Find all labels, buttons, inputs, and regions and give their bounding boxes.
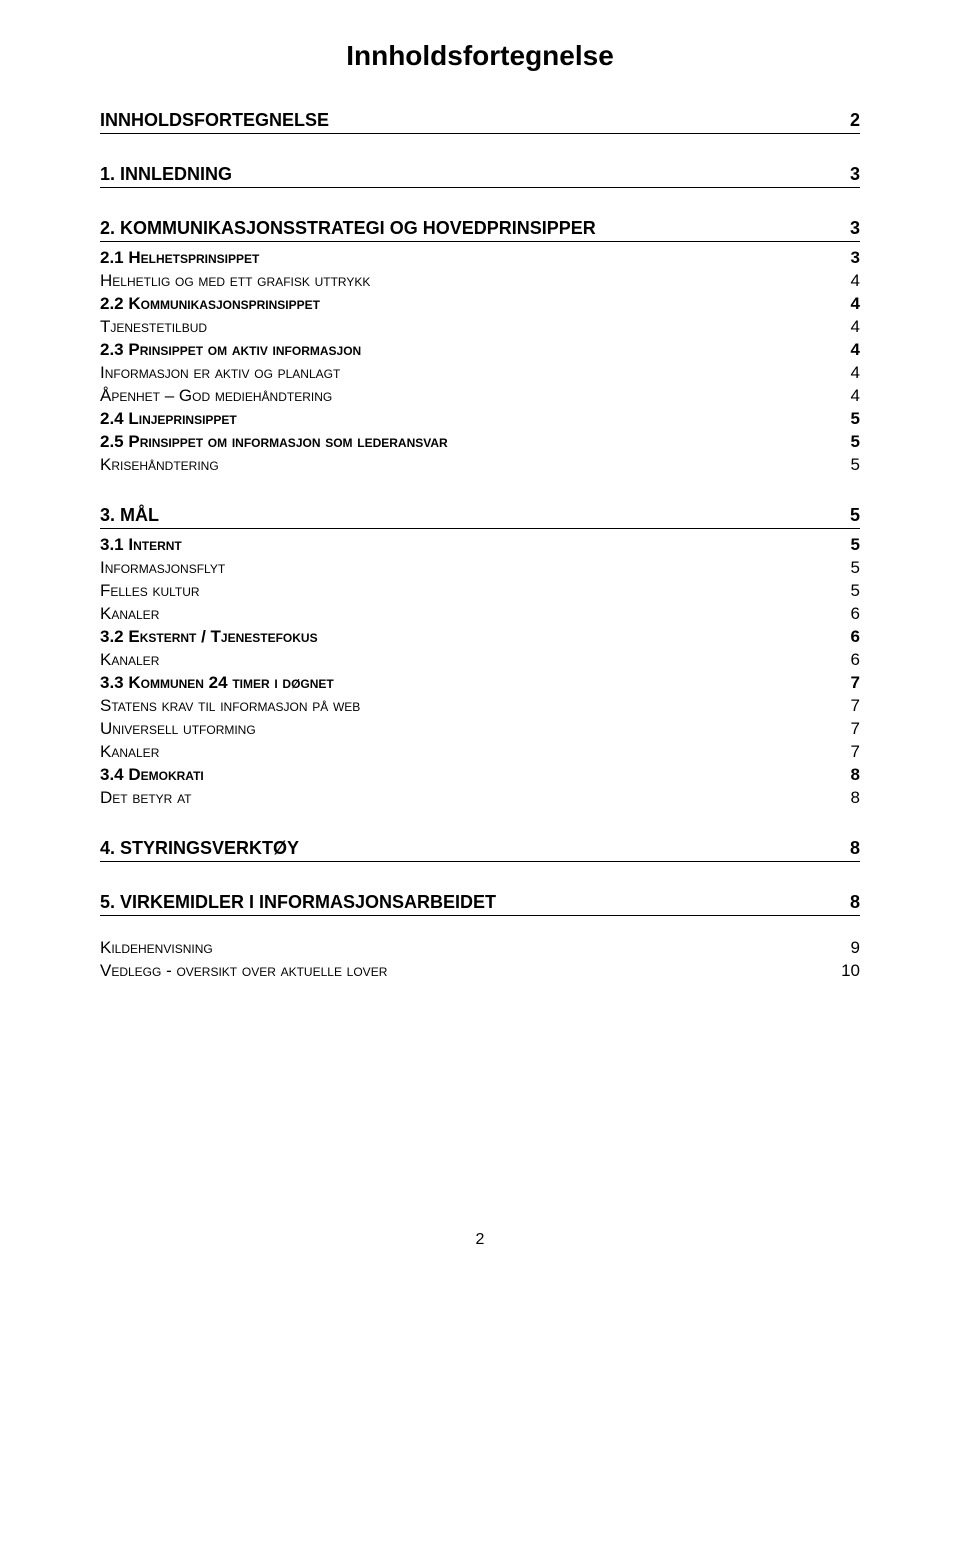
page-number: 2 xyxy=(100,1231,860,1249)
toc-entry: 2.1 Helhetsprinsippet 3 xyxy=(100,248,860,268)
toc-entry: 2.4 Linjeprinsippet 5 xyxy=(100,409,860,429)
toc-entry: Kanaler 7 xyxy=(100,742,860,762)
toc-entry: 3.4 Demokrati 8 xyxy=(100,765,860,785)
toc-entry-page: 8 xyxy=(841,765,860,785)
toc-entry-page: 6 xyxy=(841,604,860,624)
toc-heading-page: 5 xyxy=(840,505,860,526)
toc-entry: Kildehenvisning 9 xyxy=(100,938,860,958)
toc-entry-label: Det betyr at xyxy=(100,788,192,808)
toc-entry: Informasjonsflyt 5 xyxy=(100,558,860,578)
toc-entry-page: 8 xyxy=(841,788,860,808)
toc-section-heading: 2. KOMMUNIKASJONSSTRATEGI OG HOVEDPRINSI… xyxy=(100,218,860,242)
toc-entry: Åpenhet – God mediehåndtering 4 xyxy=(100,386,860,406)
document-title: Innholdsfortegnelse xyxy=(100,40,860,72)
toc-entry-label: Informasjonsflyt xyxy=(100,558,225,578)
toc-entry-label: 2.3 Prinsippet om aktiv informasjon xyxy=(100,340,361,360)
toc-entry-page: 6 xyxy=(841,650,860,670)
toc-heading-page: 8 xyxy=(840,838,860,859)
toc-heading-label: 5. VIRKEMIDLER I INFORMASJONSARBEIDET xyxy=(100,892,840,913)
toc-entry: Helhetlig og med ett grafisk uttrykk 4 xyxy=(100,271,860,291)
toc-entry: Vedlegg - oversikt over aktuelle lover 10 xyxy=(100,961,860,981)
toc-entry-label: Vedlegg - oversikt over aktuelle lover xyxy=(100,961,387,981)
toc-entry: 3.3 Kommunen 24 timer i døgnet 7 xyxy=(100,673,860,693)
toc-entry: 3.1 Internt 5 xyxy=(100,535,860,555)
toc-entry-label: 2.5 Prinsippet om informasjon som ledera… xyxy=(100,432,448,452)
toc-entry: Tjenestetilbud 4 xyxy=(100,317,860,337)
toc-entry-label: Kanaler xyxy=(100,650,159,670)
toc-entry-label: Felles kultur xyxy=(100,581,200,601)
toc-entry-page: 7 xyxy=(841,719,860,739)
toc-entry: Krisehåndtering 5 xyxy=(100,455,860,475)
toc-entry-label: Kildehenvisning xyxy=(100,938,213,958)
toc-heading-label: INNHOLDSFORTEGNELSE xyxy=(100,110,840,131)
toc-entry: 2.3 Prinsippet om aktiv informasjon 4 xyxy=(100,340,860,360)
toc-entry: 2.2 Kommunikasjonsprinsippet 4 xyxy=(100,294,860,314)
toc-entry: Statens krav til informasjon på web 7 xyxy=(100,696,860,716)
toc-entry-page: 4 xyxy=(841,386,860,406)
toc-entry-page: 7 xyxy=(841,696,860,716)
toc-entry-label: 3.1 Internt xyxy=(100,535,182,555)
toc-heading-page: 3 xyxy=(840,164,860,185)
toc-entry-label: 3.3 Kommunen 24 timer i døgnet xyxy=(100,673,334,693)
toc-entry-label: 2.1 Helhetsprinsippet xyxy=(100,248,259,268)
toc-entry-label: Helhetlig og med ett grafisk uttrykk xyxy=(100,271,370,291)
toc-entry-label: Åpenhet – God mediehåndtering xyxy=(100,386,332,406)
toc-heading-label: 2. KOMMUNIKASJONSSTRATEGI OG HOVEDPRINSI… xyxy=(100,218,840,239)
toc-entry-label: 2.2 Kommunikasjonsprinsippet xyxy=(100,294,320,314)
toc-entry-page: 5 xyxy=(841,432,860,452)
toc-entry-label: 3.4 Demokrati xyxy=(100,765,204,785)
toc-heading-page: 3 xyxy=(840,218,860,239)
toc-heading-label: 1. INNLEDNING xyxy=(100,164,840,185)
toc-section-heading: 5. VIRKEMIDLER I INFORMASJONSARBEIDET8 xyxy=(100,892,860,916)
toc-entry-label: Kanaler xyxy=(100,742,159,762)
toc-entry-page: 10 xyxy=(831,961,860,981)
toc-entry: Kanaler 6 xyxy=(100,650,860,670)
toc-section-heading: 1. INNLEDNING3 xyxy=(100,164,860,188)
toc-entry-page: 9 xyxy=(841,938,860,958)
toc-section-heading: 4. STYRINGSVERKTØY8 xyxy=(100,838,860,862)
toc-entry-label: Kanaler xyxy=(100,604,159,624)
toc-entry-page: 4 xyxy=(841,271,860,291)
table-of-contents: INNHOLDSFORTEGNELSE21. INNLEDNING32. KOM… xyxy=(100,110,860,981)
toc-entry-page: 4 xyxy=(841,294,860,314)
toc-entry-page: 6 xyxy=(841,627,860,647)
toc-entry-label: Krisehåndtering xyxy=(100,455,219,475)
toc-heading-page: 2 xyxy=(840,110,860,131)
toc-heading-page: 8 xyxy=(840,892,860,913)
toc-entry-label: Informasjon er aktiv og planlagt xyxy=(100,363,340,383)
toc-entry-label: 3.2 Eksternt / Tjenestefokus xyxy=(100,627,318,647)
toc-entry: 2.5 Prinsippet om informasjon som ledera… xyxy=(100,432,860,452)
toc-entry: Felles kultur 5 xyxy=(100,581,860,601)
toc-entry-label: Tjenestetilbud xyxy=(100,317,207,337)
toc-entry: Det betyr at 8 xyxy=(100,788,860,808)
toc-entry-page: 5 xyxy=(841,455,860,475)
toc-heading-label: 4. STYRINGSVERKTØY xyxy=(100,838,840,859)
toc-entry-page: 5 xyxy=(841,409,860,429)
toc-section-heading: INNHOLDSFORTEGNELSE2 xyxy=(100,110,860,134)
toc-entry-page: 5 xyxy=(841,581,860,601)
toc-entry-page: 3 xyxy=(841,248,860,268)
toc-entry-label: 2.4 Linjeprinsippet xyxy=(100,409,237,429)
toc-entry-page: 5 xyxy=(841,535,860,555)
toc-entry-page: 5 xyxy=(841,558,860,578)
toc-entry-page: 7 xyxy=(841,742,860,762)
toc-section-heading: 3. MÅL5 xyxy=(100,505,860,529)
toc-entry-label: Universell utforming xyxy=(100,719,256,739)
toc-entry: Kanaler 6 xyxy=(100,604,860,624)
toc-entry-page: 4 xyxy=(841,317,860,337)
toc-entry-page: 7 xyxy=(841,673,860,693)
toc-entry-page: 4 xyxy=(841,363,860,383)
toc-entry-label: Statens krav til informasjon på web xyxy=(100,696,360,716)
toc-heading-label: 3. MÅL xyxy=(100,505,840,526)
toc-entry: Informasjon er aktiv og planlagt 4 xyxy=(100,363,860,383)
toc-entry-page: 4 xyxy=(841,340,860,360)
toc-entry: Universell utforming 7 xyxy=(100,719,860,739)
toc-entry: 3.2 Eksternt / Tjenestefokus 6 xyxy=(100,627,860,647)
